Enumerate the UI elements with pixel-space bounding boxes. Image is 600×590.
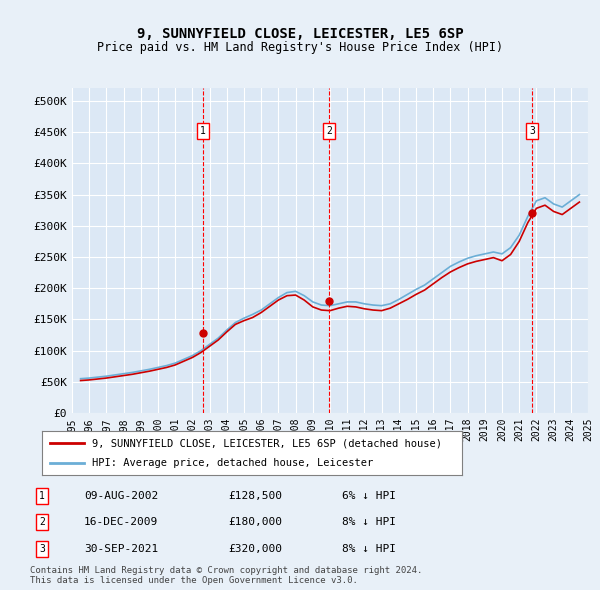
Text: 2: 2 — [326, 126, 332, 136]
Text: 8% ↓ HPI: 8% ↓ HPI — [342, 517, 396, 527]
Text: Contains HM Land Registry data © Crown copyright and database right 2024.: Contains HM Land Registry data © Crown c… — [30, 566, 422, 575]
Text: HPI: Average price, detached house, Leicester: HPI: Average price, detached house, Leic… — [92, 458, 374, 467]
Text: £128,500: £128,500 — [228, 491, 282, 500]
Text: 8% ↓ HPI: 8% ↓ HPI — [342, 544, 396, 553]
Text: 9, SUNNYFIELD CLOSE, LEICESTER, LE5 6SP (detached house): 9, SUNNYFIELD CLOSE, LEICESTER, LE5 6SP … — [92, 438, 442, 448]
Text: 2: 2 — [39, 517, 45, 527]
Text: 1: 1 — [39, 491, 45, 500]
Text: 09-AUG-2002: 09-AUG-2002 — [84, 491, 158, 500]
Text: 6% ↓ HPI: 6% ↓ HPI — [342, 491, 396, 500]
Text: Price paid vs. HM Land Registry's House Price Index (HPI): Price paid vs. HM Land Registry's House … — [97, 41, 503, 54]
Text: 30-SEP-2021: 30-SEP-2021 — [84, 544, 158, 553]
Text: 3: 3 — [529, 126, 535, 136]
Text: £180,000: £180,000 — [228, 517, 282, 527]
Text: 3: 3 — [39, 544, 45, 553]
Text: This data is licensed under the Open Government Licence v3.0.: This data is licensed under the Open Gov… — [30, 576, 358, 585]
Text: 9, SUNNYFIELD CLOSE, LEICESTER, LE5 6SP: 9, SUNNYFIELD CLOSE, LEICESTER, LE5 6SP — [137, 27, 463, 41]
Text: 16-DEC-2009: 16-DEC-2009 — [84, 517, 158, 527]
Text: 1: 1 — [200, 126, 206, 136]
Text: £320,000: £320,000 — [228, 544, 282, 553]
